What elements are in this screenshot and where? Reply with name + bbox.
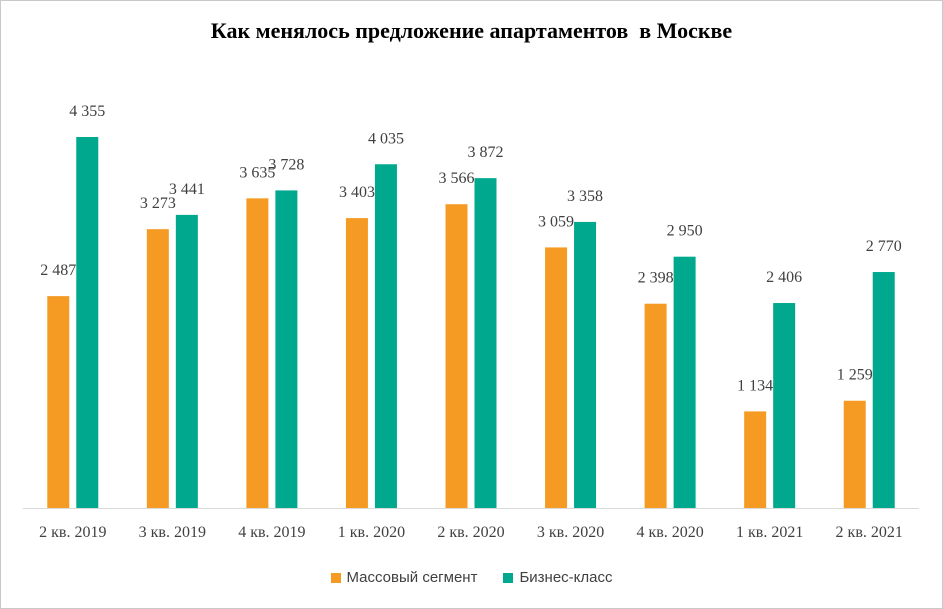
legend-label-mass-segment: Массовый сегмент: [346, 569, 478, 586]
bar-mass-segment-5: [545, 247, 568, 508]
legend-swatch-mass-segment: [330, 572, 341, 583]
bar-mass-segment-7: [744, 411, 767, 508]
bar-business-class-0: [76, 137, 99, 508]
x-tick-label-1: 3 кв. 2019: [139, 524, 206, 541]
bar-mass-segment-4: [445, 204, 468, 508]
legend-label-business-class: Бизнес-класс: [519, 569, 613, 586]
x-tick-label-5: 3 кв. 2020: [537, 524, 604, 541]
bar-mass-segment-6: [644, 303, 667, 508]
data-label-mass-segment-1: 3 273: [140, 195, 176, 212]
data-label-business-class-6: 2 950: [667, 223, 703, 240]
bar-mass-segment-2: [246, 198, 269, 508]
data-label-mass-segment-2: 3 635: [239, 164, 275, 181]
bar-business-class-5: [574, 221, 597, 508]
data-label-mass-segment-4: 3 566: [439, 170, 475, 187]
data-label-business-class-8: 2 770: [866, 238, 902, 255]
data-label-mass-segment-3: 3 403: [339, 184, 375, 201]
bar-business-class-8: [872, 272, 895, 508]
bar-business-class-2: [275, 190, 298, 509]
bar-business-class-7: [773, 303, 796, 508]
data-label-business-class-5: 3 358: [567, 188, 603, 205]
data-label-mass-segment-6: 2 398: [638, 270, 674, 287]
data-label-business-class-3: 4 035: [368, 130, 404, 147]
x-tick-label-7: 1 кв. 2021: [736, 524, 803, 541]
legend-swatch-business-class: [503, 572, 514, 583]
x-tick-label-6: 4 кв. 2020: [636, 524, 703, 541]
x-tick-label-2: 4 кв. 2019: [238, 524, 305, 541]
data-label-mass-segment-7: 1 134: [737, 377, 773, 394]
x-tick-label-8: 2 кв. 2021: [836, 524, 903, 541]
legend-item-mass-segment: Массовый сегмент: [330, 569, 478, 586]
data-label-business-class-0: 4 355: [69, 103, 105, 120]
data-label-mass-segment-5: 3 059: [538, 213, 574, 230]
bar-mass-segment-1: [146, 229, 169, 508]
x-tick-label-0: 2 кв. 2019: [39, 524, 106, 541]
x-tick-label-4: 2 кв. 2020: [437, 524, 504, 541]
data-label-mass-segment-0: 2 487: [40, 262, 76, 279]
bar-mass-segment-3: [345, 218, 368, 508]
bar-business-class-1: [175, 214, 198, 508]
chart-title: Как менялось предложение апартаментов в …: [210, 18, 733, 43]
data-label-business-class-1: 3 441: [169, 181, 205, 198]
data-label-mass-segment-8: 1 259: [837, 367, 873, 384]
bar-business-class-3: [374, 164, 397, 508]
data-label-business-class-2: 3 728: [268, 156, 304, 173]
legend-item-business-class: Бизнес-класс: [503, 569, 612, 586]
data-label-business-class-4: 3 872: [468, 144, 504, 161]
bar-mass-segment-8: [843, 400, 866, 508]
bar-mass-segment-0: [47, 296, 70, 508]
bar-business-class-6: [673, 256, 696, 508]
bar-business-class-4: [474, 178, 497, 509]
x-tick-label-3: 1 кв. 2020: [338, 524, 405, 541]
chart-legend: Массовый сегмент Бизнес-класс: [0, 569, 943, 586]
data-label-business-class-7: 2 406: [766, 269, 802, 286]
